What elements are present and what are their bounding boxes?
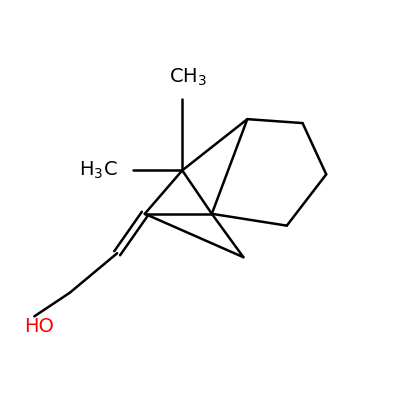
Text: H$_3$C: H$_3$C — [78, 160, 117, 181]
Text: HO: HO — [24, 317, 54, 336]
Text: CH$_3$: CH$_3$ — [169, 66, 207, 88]
